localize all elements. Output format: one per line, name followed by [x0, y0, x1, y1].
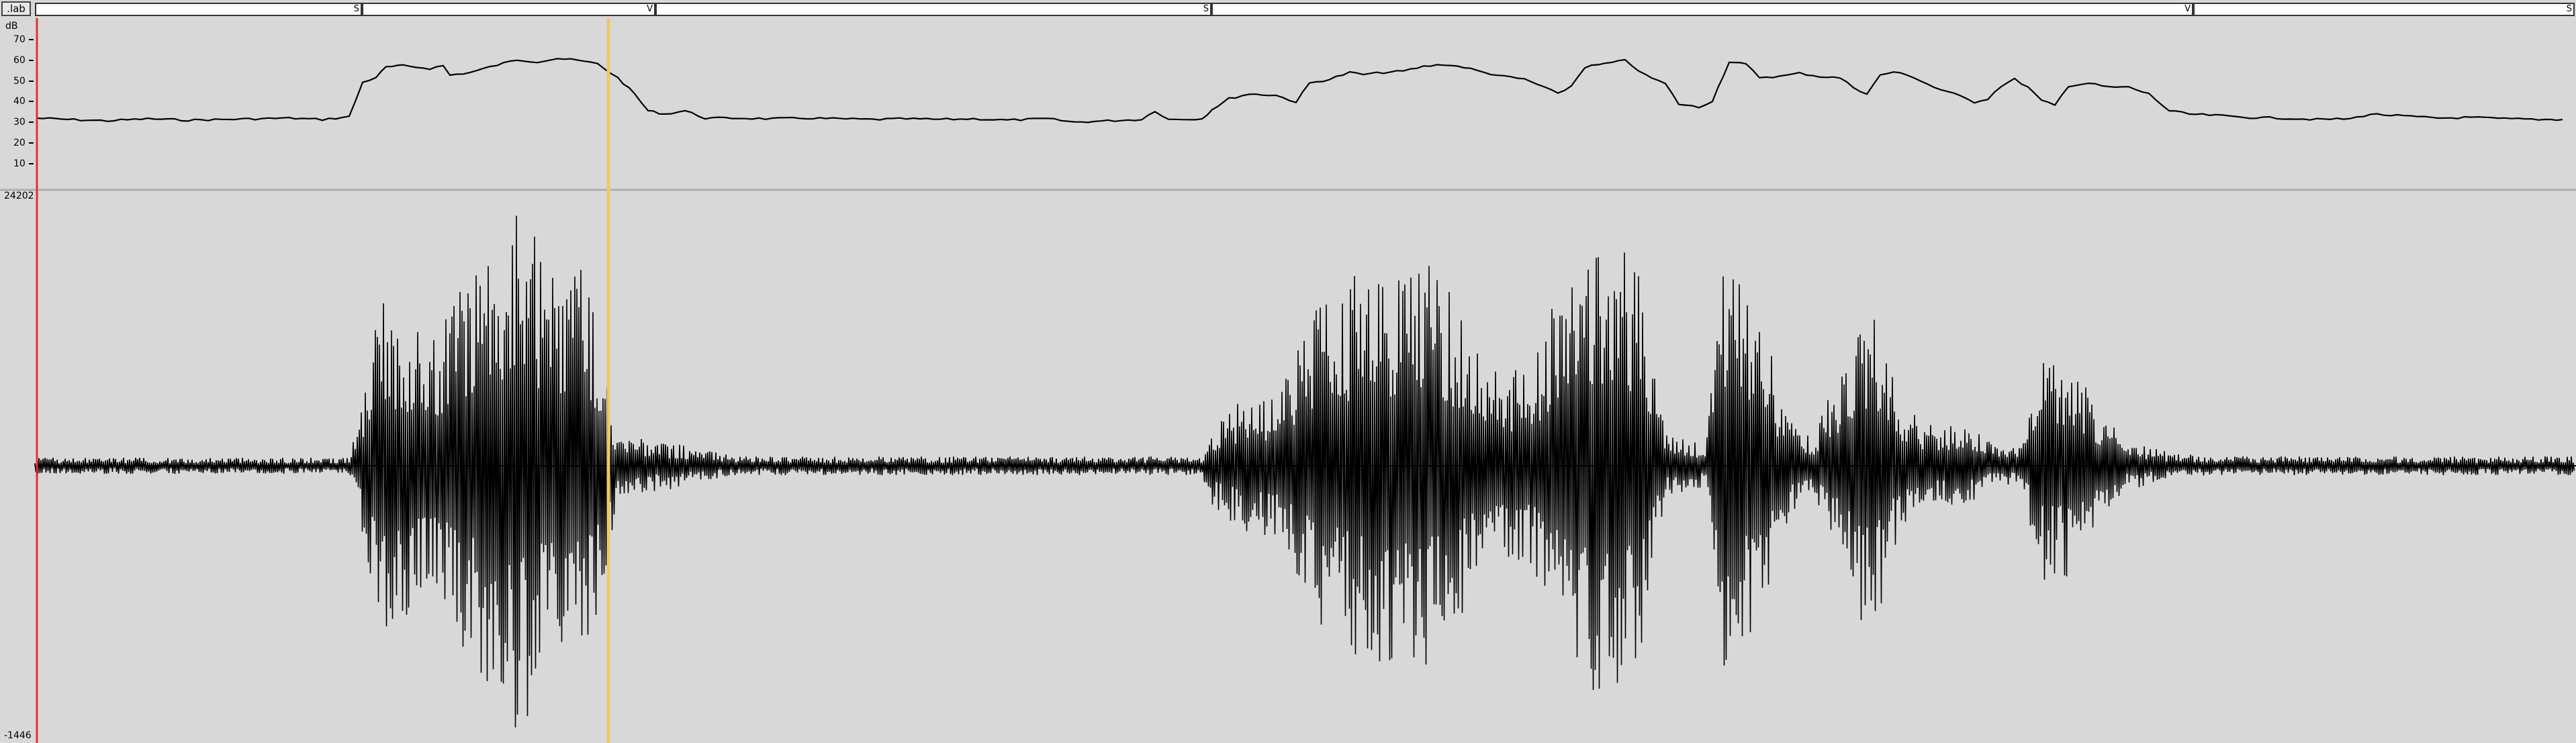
segment-4[interactable]: V: [1211, 3, 2193, 16]
db-tick-label: 10: [13, 158, 26, 169]
label-track: .lab S V S V S: [0, 0, 2576, 18]
db-tick-label: 30: [13, 117, 26, 128]
db-tick-label: 40: [13, 96, 26, 107]
waveform-max-label: 24202: [4, 191, 34, 201]
panel-divider: [0, 189, 2576, 191]
energy-contour: [36, 58, 2563, 123]
segment-label: S: [1203, 4, 1209, 14]
segment-1[interactable]: S: [35, 3, 362, 16]
lab-tier-button[interactable]: .lab: [1, 1, 31, 16]
db-tick-label: 20: [13, 138, 26, 148]
segment-label: V: [647, 4, 653, 14]
segment-2[interactable]: V: [362, 3, 655, 16]
db-tick-label: 50: [13, 76, 26, 87]
waveform-trace: [34, 215, 2575, 728]
segment-3[interactable]: S: [655, 3, 1211, 16]
segment-label: S: [2566, 4, 2572, 14]
segment-label: V: [2184, 4, 2191, 14]
db-unit-label: dB: [5, 21, 18, 32]
db-axis-ticks: [29, 39, 34, 164]
db-tick-label: 60: [13, 55, 26, 66]
db-tick-label: 70: [13, 34, 26, 45]
segment-label: S: [353, 4, 359, 14]
waveform-min-label: -1446: [4, 730, 32, 741]
segment-5[interactable]: S: [2193, 3, 2575, 16]
